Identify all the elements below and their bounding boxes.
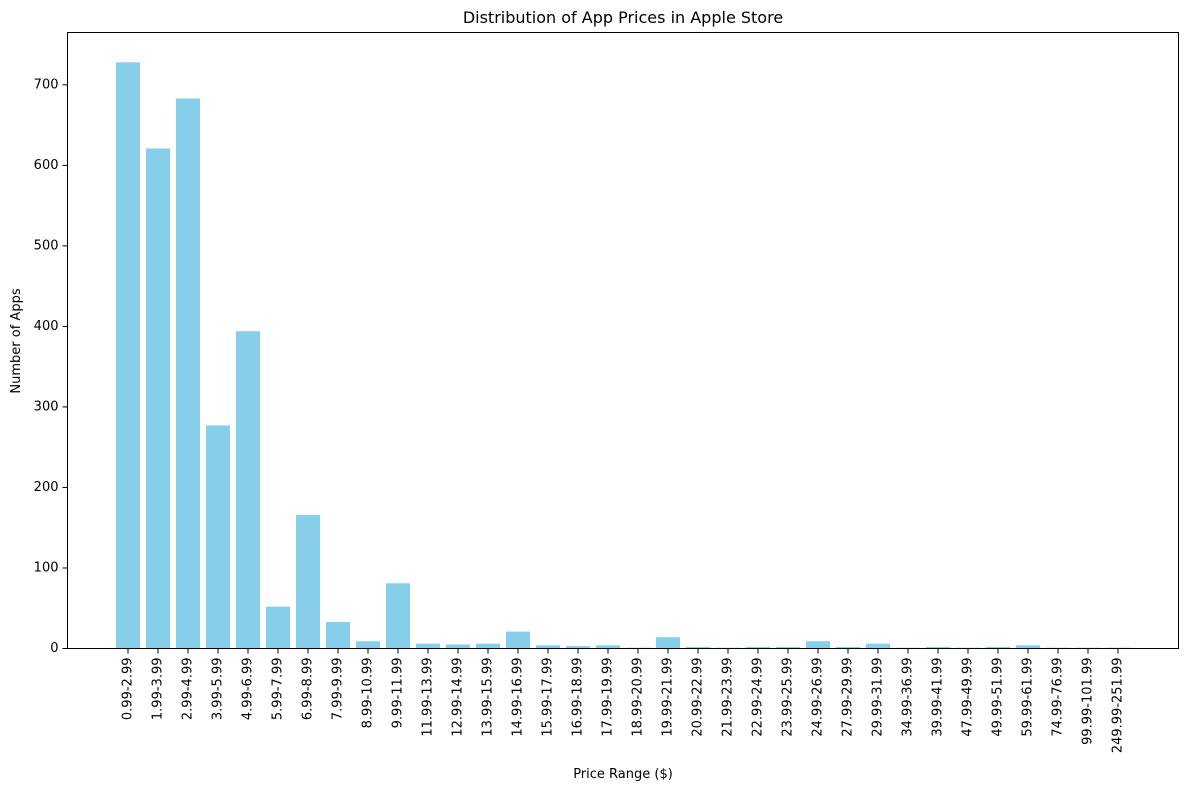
bar bbox=[116, 62, 140, 649]
x-tick-label: 47.99-49.99 bbox=[961, 658, 976, 737]
x-tick-label: 8.99-10.99 bbox=[361, 658, 376, 729]
x-tick-label: 11.99-13.99 bbox=[421, 658, 436, 737]
x-tick-label: 249.99-251.99 bbox=[1111, 658, 1126, 754]
x-tick-label: 49.99-51.99 bbox=[991, 658, 1006, 737]
y-tick-label: 0 bbox=[50, 641, 58, 656]
x-tick-label: 16.99-18.99 bbox=[571, 658, 586, 737]
y-tick-label: 200 bbox=[34, 480, 59, 495]
bar bbox=[866, 643, 890, 649]
x-tick-label: 7.99-9.99 bbox=[331, 658, 346, 721]
x-tick-label: 19.99-21.99 bbox=[661, 658, 676, 737]
x-tick-label: 39.99-41.99 bbox=[931, 658, 946, 737]
bar bbox=[1016, 645, 1040, 649]
x-tick-label: 27.99-29.99 bbox=[841, 658, 856, 737]
y-axis-title: Number of Apps bbox=[9, 288, 24, 393]
x-tick-label: 24.99-26.99 bbox=[811, 658, 826, 737]
bar bbox=[506, 631, 530, 649]
plot-frame bbox=[67, 32, 1179, 649]
bar bbox=[536, 645, 560, 649]
x-tick-label: 20.99-22.99 bbox=[691, 658, 706, 737]
y-tick-label: 500 bbox=[34, 238, 59, 253]
bar bbox=[266, 606, 290, 649]
x-tick-label: 17.99-19.99 bbox=[601, 658, 616, 737]
x-tick-label: 6.99-8.99 bbox=[301, 658, 316, 721]
x-tick-label: 3.99-5.99 bbox=[211, 658, 226, 721]
x-tick-label: 34.99-36.99 bbox=[901, 658, 916, 737]
x-tick-label: 0.99-2.99 bbox=[121, 658, 136, 721]
x-tick-label: 74.99-76.99 bbox=[1051, 658, 1066, 737]
bar bbox=[656, 637, 680, 649]
bar bbox=[176, 98, 200, 649]
bar bbox=[386, 583, 410, 649]
bar bbox=[416, 643, 440, 649]
x-tick-label: 13.99-15.99 bbox=[481, 658, 496, 737]
bar bbox=[566, 646, 590, 649]
bar bbox=[926, 646, 950, 649]
x-tick-label: 23.99-25.99 bbox=[781, 658, 796, 737]
y-tick-label: 400 bbox=[34, 319, 59, 334]
y-tick-label: 600 bbox=[34, 158, 59, 173]
bar bbox=[206, 425, 230, 649]
x-tick-label: 12.99-14.99 bbox=[451, 658, 466, 737]
y-tick-label: 300 bbox=[34, 399, 59, 414]
x-tick-label: 18.99-20.99 bbox=[631, 658, 646, 737]
bar bbox=[746, 646, 770, 649]
bar bbox=[326, 621, 350, 649]
bar bbox=[356, 641, 380, 649]
bar bbox=[686, 646, 710, 649]
chart-title: Distribution of App Prices in Apple Stor… bbox=[463, 8, 783, 27]
bar bbox=[476, 643, 500, 649]
x-tick-label: 2.99-4.99 bbox=[181, 658, 196, 721]
x-tick-label: 59.99-61.99 bbox=[1021, 658, 1036, 737]
x-tick-label: 21.99-23.99 bbox=[721, 658, 736, 737]
bar bbox=[836, 646, 860, 649]
x-tick-label: 22.99-24.99 bbox=[751, 658, 766, 737]
bar bbox=[146, 148, 170, 649]
bar bbox=[596, 645, 620, 649]
bar bbox=[986, 646, 1010, 649]
y-tick-label: 100 bbox=[34, 560, 59, 575]
y-axis: 0 100 200 300 400 500 600 700 bbox=[34, 77, 68, 656]
x-axis: 0.99-2.99 1.99-3.99 2.99-4.99 3.99-5.99 4.99… bbox=[121, 648, 1126, 754]
x-tick-label: 9.99-11.99 bbox=[391, 658, 406, 729]
bar bbox=[446, 644, 470, 649]
y-tick-label: 700 bbox=[34, 77, 59, 92]
x-tick-label: 99.99-101.99 bbox=[1081, 658, 1096, 745]
bar bbox=[776, 646, 800, 649]
bar bbox=[296, 514, 320, 649]
x-tick-label: 5.99-7.99 bbox=[271, 658, 286, 721]
x-tick-label: 14.99-16.99 bbox=[511, 658, 526, 737]
x-axis-title: Price Range ($) bbox=[573, 767, 673, 782]
bar bbox=[806, 641, 830, 649]
x-tick-label: 15.99-17.99 bbox=[541, 658, 556, 737]
x-tick-label: 4.99-6.99 bbox=[241, 658, 256, 721]
x-tick-label: 29.99-31.99 bbox=[871, 658, 886, 737]
bars-group bbox=[116, 62, 1130, 649]
bar bbox=[236, 331, 260, 649]
x-tick-label: 1.99-3.99 bbox=[151, 658, 166, 721]
